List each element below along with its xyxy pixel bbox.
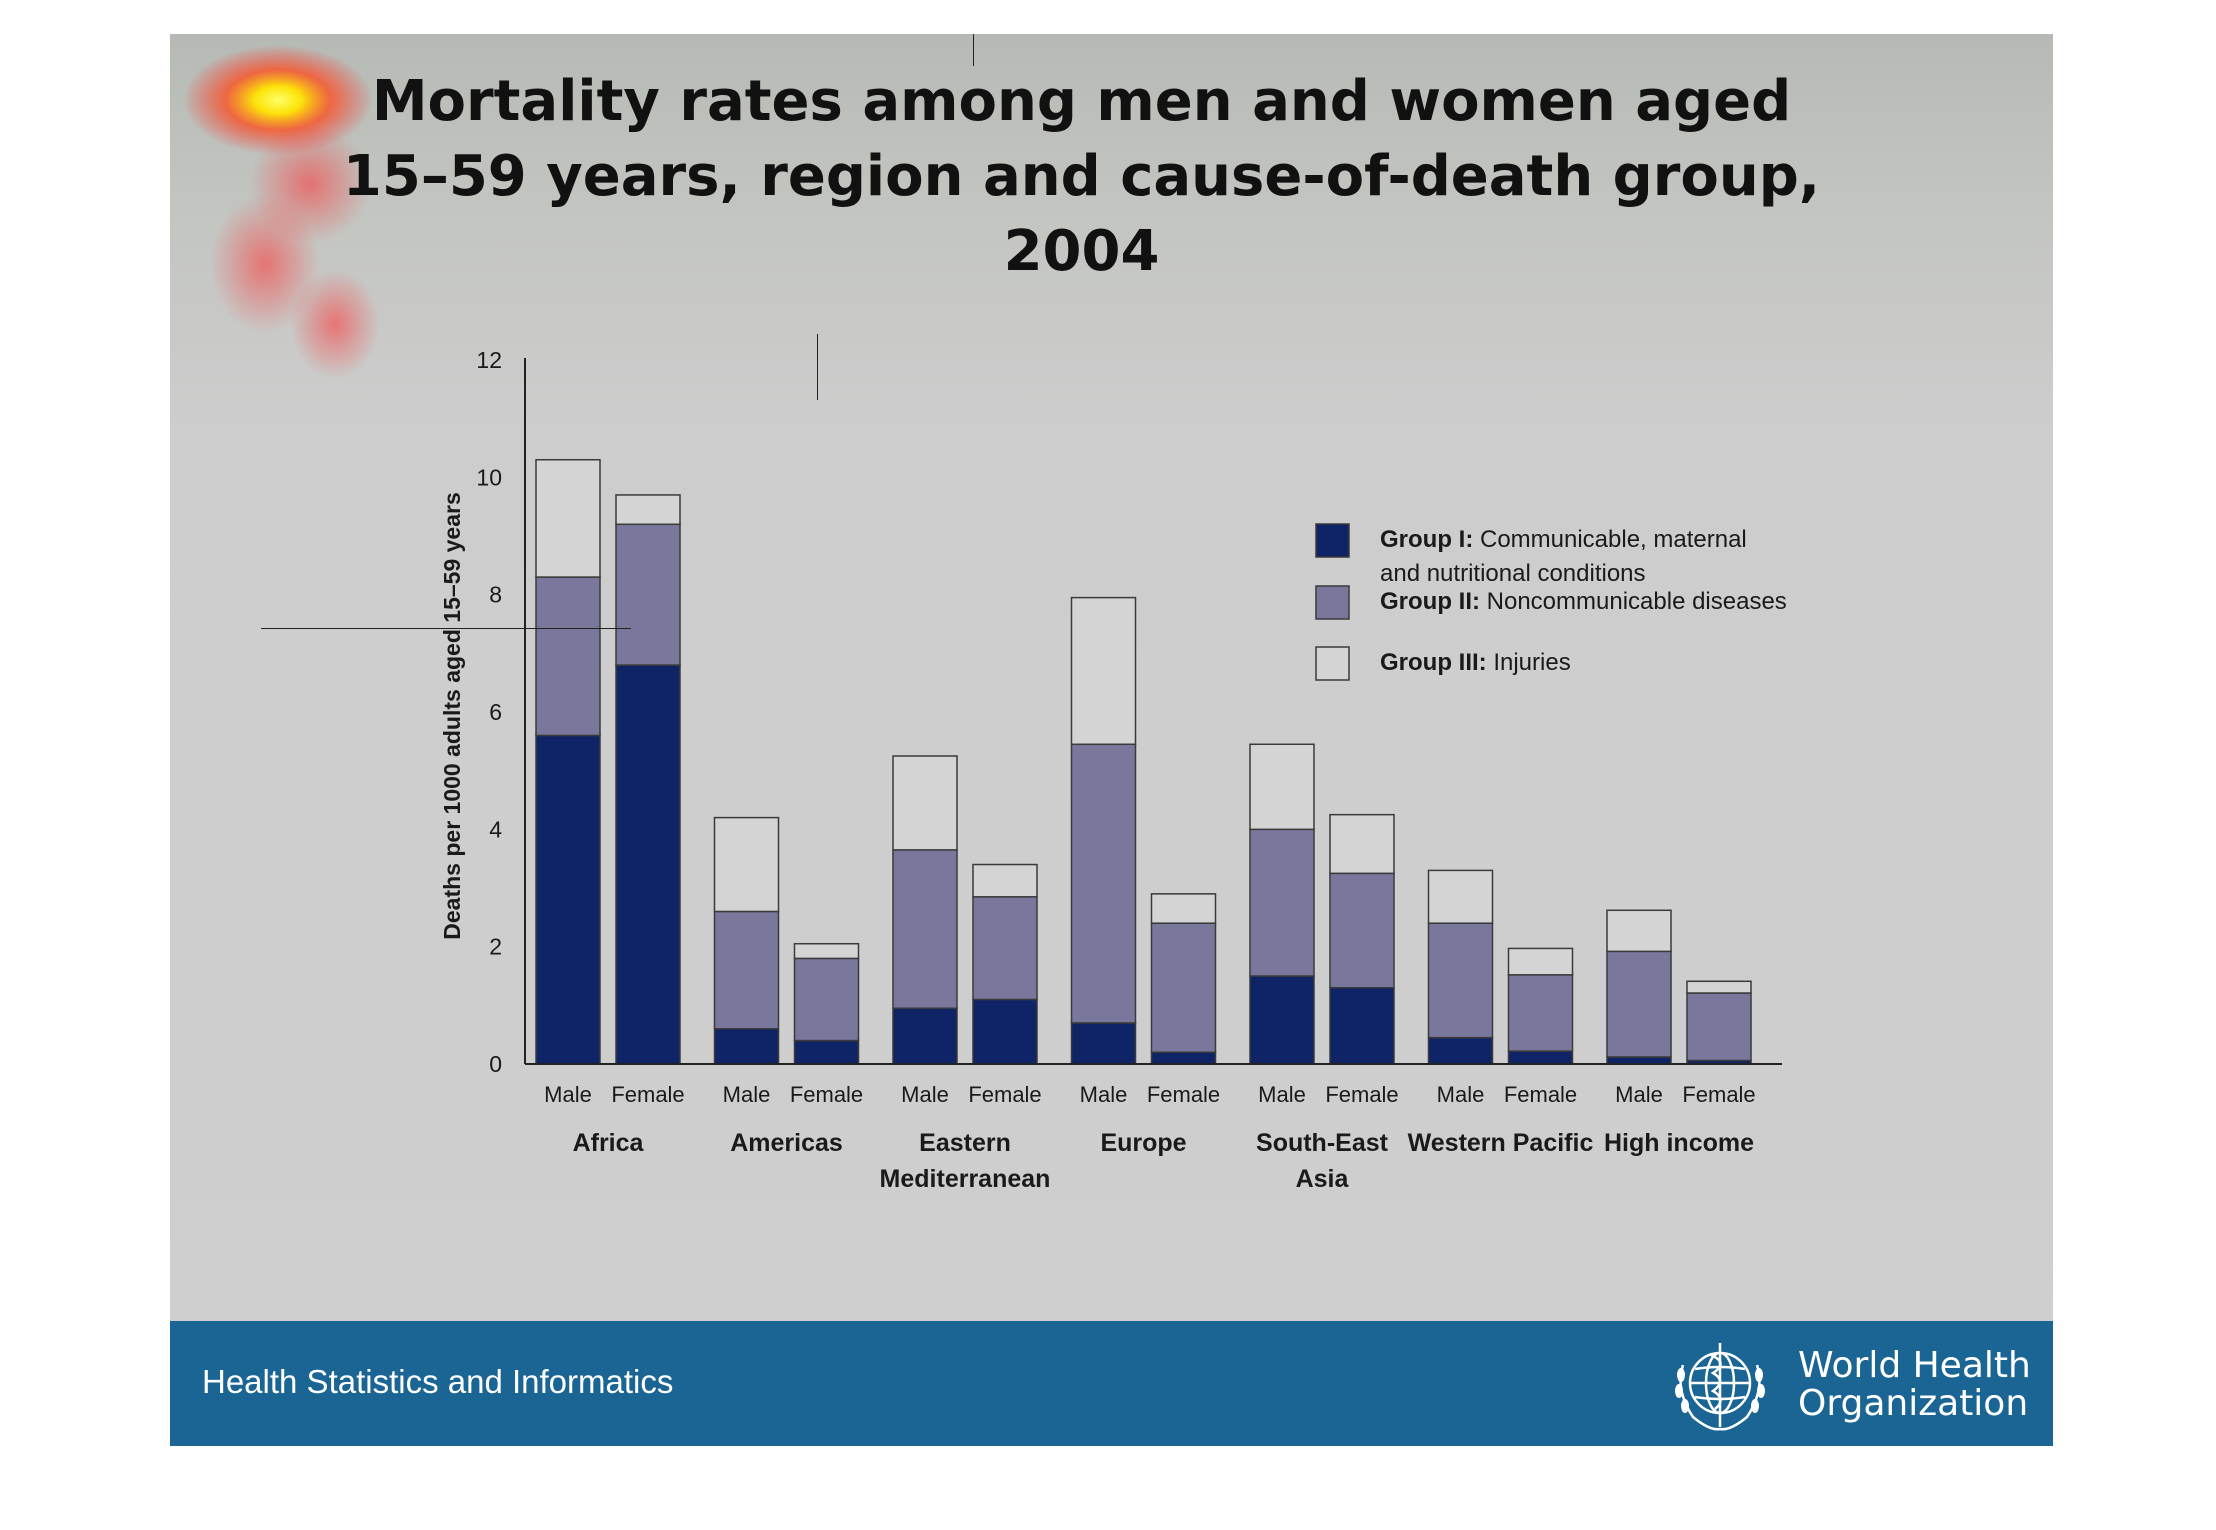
bar-segment-group2-americas-female	[793, 957, 860, 1042]
x-tick-label-sex: Female	[611, 1082, 684, 1107]
legend-label-group1-line2: and nutritional conditions	[1380, 560, 1646, 587]
region-label: Western Pacific	[1408, 1129, 1594, 1157]
bar-segment-group2-south-east-asia-male	[1249, 828, 1315, 977]
who-emblem-icon	[1675, 1343, 1765, 1431]
region-label: Africa	[573, 1129, 645, 1157]
bar-segment-group3-eastern-mediterranean-male	[892, 755, 958, 851]
bar-segment-group3-western-pacific-female	[1507, 947, 1574, 976]
bar-segment-group2-africa-male	[535, 576, 601, 737]
footer-bar: Health Statistics and Informatics	[170, 1321, 2053, 1446]
slide-title: Mortality rates among men and women aged…	[342, 69, 1821, 284]
legend-label-group2: Group II: Noncommunicable diseases	[1380, 588, 1787, 615]
bar-segment-group1-africa-male	[535, 734, 601, 1065]
x-tick-label-sex: Female	[1682, 1082, 1755, 1107]
region-label: Eastern	[919, 1129, 1011, 1157]
bar-segment-group3-europe-female	[1150, 893, 1217, 924]
region-label: Europe	[1100, 1129, 1186, 1157]
y-axis-label: Deaths per 1000 adults aged 15–59 years	[439, 492, 465, 939]
bar-segment-group1-south-east-asia-female	[1329, 986, 1395, 1065]
annotation-line	[261, 628, 631, 629]
region-label: Americas	[730, 1129, 843, 1157]
y-tick-label: 10	[476, 464, 502, 490]
x-tick-label-sex: Male	[723, 1082, 771, 1107]
region-label: South-East	[1256, 1129, 1389, 1157]
bar-segment-group3-western-pacific-male	[1427, 869, 1494, 924]
bar-segment-group3-eastern-mediterranean-female	[972, 863, 1038, 898]
footer-title: Health Statistics and Informatics	[202, 1363, 674, 1400]
bar-segment-group3-south-east-asia-female	[1329, 813, 1395, 875]
bar-segment-group3-south-east-asia-male	[1249, 743, 1315, 831]
legend-label-group3: Group III: Injuries	[1380, 649, 1571, 676]
bar-segment-group3-high-income-male	[1606, 909, 1672, 953]
legend-label-group1: Group I: Communicable, maternal	[1380, 526, 1747, 553]
bar-segment-group2-eastern-mediterranean-male	[892, 849, 958, 1010]
y-tick-label: 8	[489, 582, 502, 608]
legend-swatch-group3	[1315, 646, 1350, 681]
bar-segment-group1-americas-female	[793, 1039, 860, 1065]
y-tick-label: 12	[476, 347, 502, 373]
bar-segment-group1-south-east-asia-male	[1249, 975, 1315, 1065]
x-tick-label-sex: Male	[1258, 1082, 1306, 1107]
region-label: High income	[1604, 1129, 1754, 1157]
x-tick-label-sex: Male	[1615, 1082, 1663, 1107]
bar-segment-group1-africa-female	[615, 664, 681, 1065]
bar-segment-group3-africa-female	[615, 494, 681, 526]
y-tick-label: 2	[489, 934, 502, 960]
bar-segment-group2-africa-female	[615, 523, 681, 666]
stacked-bar-chart: 0 2 4 6 8 10 12 Male Female Male Female Male Female…	[439, 347, 1787, 1193]
bar-segment-group3-americas-male	[713, 816, 780, 913]
bar-segment-group3-high-income-female	[1686, 980, 1752, 994]
x-tick-label-sex: Male	[544, 1082, 592, 1107]
bar-segment-group1-eastern-mediterranean-male	[892, 1007, 958, 1065]
bar-segment-group1-americas-male	[713, 1028, 780, 1065]
x-tick-label-sex: Female	[1325, 1082, 1398, 1107]
y-tick-label: 6	[489, 699, 502, 725]
x-tick-label-sex: Female	[1147, 1082, 1220, 1107]
bar-segment-group3-americas-female	[793, 942, 860, 960]
org-name-line2: Organization	[1798, 1383, 2029, 1424]
region-label: Mediterranean	[880, 1165, 1051, 1193]
x-tick-label-sex: Female	[968, 1082, 1041, 1107]
x-tick-label-sex: Male	[901, 1082, 949, 1107]
bar-segment-group2-americas-male	[713, 910, 780, 1030]
slide: Mortality rates among men and women aged…	[170, 34, 2053, 1446]
x-tick-label-sex: Male	[1437, 1082, 1485, 1107]
x-tick-label-sex: Female	[790, 1082, 863, 1107]
bar-segment-group2-high-income-male	[1606, 950, 1672, 1058]
bar-segment-group2-high-income-female	[1686, 992, 1752, 1062]
bar-segment-group2-western-pacific-female	[1507, 974, 1574, 1052]
legend-swatch-group1	[1315, 523, 1350, 558]
bar-segment-group1-eastern-mediterranean-female	[972, 998, 1038, 1065]
bar-segment-group2-eastern-mediterranean-female	[972, 896, 1038, 1001]
y-tick-label: 0	[489, 1051, 502, 1077]
bar-segment-group1-western-pacific-male	[1427, 1036, 1494, 1065]
bar-segment-group1-europe-female	[1150, 1051, 1217, 1065]
org-name-line1: World Health	[1798, 1345, 2031, 1386]
y-tick-label: 4	[489, 816, 502, 842]
annotation-line	[973, 34, 974, 66]
bar-segment-group3-africa-male	[535, 458, 601, 578]
region-label: Asia	[1296, 1165, 1350, 1193]
bar-segment-group3-europe-male	[1070, 596, 1137, 746]
bar-segment-group2-europe-female	[1150, 922, 1217, 1054]
bar-segment-group1-western-pacific-female	[1507, 1050, 1574, 1065]
legend-swatch-group2	[1315, 585, 1350, 620]
x-tick-label-sex: Male	[1080, 1082, 1128, 1107]
bar-segment-group1-high-income-male	[1606, 1056, 1672, 1065]
annotation-line	[817, 334, 818, 400]
bar-segment-group2-europe-male	[1070, 743, 1137, 1024]
bar-segment-group2-western-pacific-male	[1427, 922, 1494, 1039]
x-tick-label-sex: Female	[1504, 1082, 1577, 1107]
bar-segment-group1-europe-male	[1070, 1022, 1137, 1065]
bar-segment-group2-south-east-asia-female	[1329, 872, 1395, 989]
who-wordmark: World Health Organization	[1798, 1347, 2031, 1423]
